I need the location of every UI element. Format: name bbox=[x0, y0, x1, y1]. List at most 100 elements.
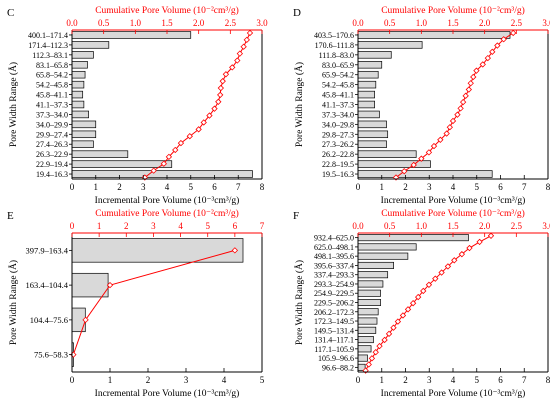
y-tick-label: 26.2–22.8 bbox=[322, 150, 354, 159]
bar bbox=[357, 243, 417, 251]
top-tick-label: 1.5 bbox=[161, 18, 173, 28]
bar bbox=[357, 326, 377, 334]
bar bbox=[357, 51, 392, 59]
x-tick-label: 2 bbox=[403, 375, 408, 385]
x-axis-title: Incremental Pore Volume (10⁻³cm³/g) bbox=[381, 388, 526, 399]
cumulative-point bbox=[465, 86, 472, 93]
x-tick-label: 1 bbox=[380, 182, 385, 192]
x-tick-label: 4 bbox=[165, 182, 170, 192]
bar bbox=[357, 317, 378, 325]
bar bbox=[357, 336, 374, 344]
x-tick-label: 0 bbox=[356, 182, 361, 192]
bar bbox=[71, 130, 97, 139]
y-tick-label: 104.4–75.6 bbox=[30, 315, 68, 325]
top-tick-label: 7 bbox=[260, 221, 265, 231]
bar bbox=[71, 90, 84, 99]
y-tick-label: 395.6–337.4 bbox=[314, 261, 354, 270]
cumulative-point bbox=[449, 117, 457, 125]
cumulative-point bbox=[236, 50, 243, 57]
bar bbox=[357, 160, 431, 168]
y-tick-label: 149.5–131.4 bbox=[314, 326, 354, 335]
chart-panel-d: 0 1 2 3 4 5 6 7 8 0.0 0.5 1.0 1.5 2.0 2.5 3.0 403.5–170.… bbox=[293, 5, 550, 206]
cumulative-point bbox=[444, 263, 452, 270]
y-tick-label: 22.9–19.4 bbox=[36, 160, 68, 169]
cumulative-point bbox=[217, 84, 224, 92]
bar bbox=[71, 31, 192, 39]
bar bbox=[71, 100, 85, 109]
cumulative-point bbox=[231, 247, 239, 254]
chart-panel-f: 0 1 2 3 4 5 6 7 8 0.0 0.5 1.0 1.5 2.0 2.5 3.0 932.4–625.… bbox=[293, 208, 550, 399]
x-tick-label: 8 bbox=[546, 375, 550, 385]
y-tick-label: 170.6–111.8 bbox=[315, 41, 354, 50]
cumulative-point bbox=[410, 161, 417, 169]
top-axis-title: Cumulative Pore Volume (10⁻²cm³/g) bbox=[381, 5, 525, 16]
y-tick-label: 22.8–19.5 bbox=[322, 160, 354, 169]
panel-label: E bbox=[7, 210, 14, 222]
top-tick-label: 0.5 bbox=[98, 18, 110, 28]
top-tick-label: 0 bbox=[70, 221, 75, 231]
x-tick-label: 7 bbox=[236, 182, 241, 192]
bar bbox=[357, 80, 377, 89]
bar bbox=[357, 110, 380, 119]
cumulative-point bbox=[462, 92, 469, 99]
y-tick-label: 206.2–172.3 bbox=[314, 308, 354, 317]
cumulative-point bbox=[186, 133, 193, 140]
top-tick-label: 3.0 bbox=[542, 18, 550, 28]
y-tick-label: 131.4–117.1 bbox=[314, 336, 354, 345]
cumulative-point bbox=[484, 54, 491, 62]
top-tick-label: 2 bbox=[124, 221, 129, 231]
cumulative-point bbox=[385, 330, 393, 338]
bar bbox=[357, 150, 417, 158]
top-axis-title: Cumulative Pore Volume (10⁻²cm³/g) bbox=[95, 208, 239, 219]
y-tick-label: 105.9–96.6 bbox=[318, 354, 354, 363]
cumulative-point bbox=[365, 361, 372, 368]
cumulative-point bbox=[219, 77, 226, 85]
y-tick-label: 229.5–206.2 bbox=[314, 299, 354, 308]
y-tick-label: 41.1–37.3 bbox=[36, 101, 68, 110]
x-tick-label: 6 bbox=[498, 182, 503, 192]
cumulative-point bbox=[368, 355, 376, 362]
x-axis-title: Incremental Pore Volume (10⁻³cm³/g) bbox=[95, 388, 240, 399]
cumulative-point bbox=[150, 167, 157, 174]
y-tick-label: 19.4–16.3 bbox=[36, 170, 68, 179]
top-tick-label: 1.0 bbox=[416, 221, 428, 231]
y-tick-label: 293.3–254.9 bbox=[314, 280, 354, 289]
panel-label: F bbox=[293, 210, 299, 222]
cumulative-point bbox=[459, 98, 467, 106]
y-tick-label: 75.6–58.3 bbox=[34, 350, 68, 360]
y-tick-label: 65.8–54.2 bbox=[36, 71, 68, 80]
top-tick-label: 1.0 bbox=[416, 18, 428, 28]
y-tick-label: 254.9–229.5 bbox=[314, 289, 354, 298]
x-tick-label: 7 bbox=[522, 182, 527, 192]
x-axis-title: Incremental Pore Volume (10⁻³cm³/g) bbox=[381, 195, 526, 206]
cumulative-point bbox=[240, 43, 247, 50]
cumulative-point bbox=[390, 324, 397, 331]
x-tick-label: 0 bbox=[356, 375, 361, 385]
y-tick-label: 83.1–65.8 bbox=[36, 61, 68, 70]
cumulative-point bbox=[438, 269, 445, 276]
bar bbox=[357, 345, 372, 353]
x-tick-label: 0 bbox=[70, 375, 75, 385]
x-tick-label: 6 bbox=[212, 182, 217, 192]
cumulative-point bbox=[425, 149, 433, 156]
x-tick-label: 2 bbox=[117, 182, 122, 192]
y-tick-label: 112.3–83.1 bbox=[32, 51, 68, 60]
x-tick-label: 5 bbox=[260, 375, 265, 385]
top-tick-label: 2.5 bbox=[225, 18, 237, 28]
cumulative-point bbox=[415, 293, 422, 301]
panel-label: C bbox=[7, 7, 14, 19]
x-tick-label: 4 bbox=[451, 375, 456, 385]
bar bbox=[71, 150, 129, 158]
bar bbox=[357, 271, 389, 279]
cumulative-point bbox=[404, 306, 412, 313]
x-tick-label: 0 bbox=[70, 182, 75, 192]
top-tick-label: 2.0 bbox=[479, 221, 491, 231]
top-tick-label: 1 bbox=[97, 221, 102, 231]
cumulative-point bbox=[222, 71, 230, 78]
y-tick-label: 54.2–45.8 bbox=[36, 81, 68, 90]
cumulative-point bbox=[372, 349, 379, 356]
y-tick-label: 117.1–105.9 bbox=[314, 345, 354, 354]
top-tick-label: 0.0 bbox=[66, 18, 78, 28]
cumulative-point bbox=[394, 318, 402, 325]
